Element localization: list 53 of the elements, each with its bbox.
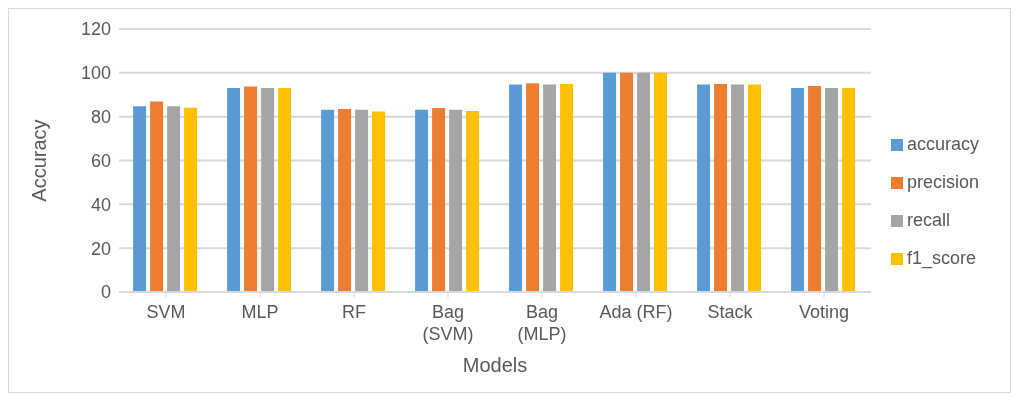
bar	[466, 110, 480, 292]
bar	[509, 84, 523, 292]
bar	[338, 109, 352, 292]
bar	[620, 72, 634, 292]
bar	[415, 109, 429, 292]
bar	[321, 109, 335, 292]
bar	[825, 87, 839, 292]
legend-label: recall	[906, 209, 950, 230]
x-tick-label: MLP	[241, 302, 279, 322]
bar	[133, 106, 147, 292]
y-tick-label: 0	[100, 282, 111, 303]
bar	[372, 111, 386, 292]
bar	[697, 84, 711, 292]
y-tick-label: 60	[90, 150, 111, 171]
bar	[714, 84, 728, 292]
bar	[526, 83, 540, 292]
y-axis-title: Accuracy	[28, 119, 51, 202]
bar	[432, 108, 446, 292]
x-tick-label: Stack	[707, 302, 754, 322]
bar	[261, 87, 275, 292]
x-tick-label: RF	[341, 302, 366, 322]
bar	[654, 72, 668, 292]
bar	[167, 106, 181, 292]
bar	[184, 107, 198, 292]
y-tick-label: 100	[80, 63, 111, 84]
bar	[449, 109, 463, 292]
bar	[808, 85, 822, 292]
x-tick-label: Ada (RF)	[599, 302, 673, 322]
bar	[227, 87, 241, 292]
bar	[278, 87, 292, 292]
bar	[244, 86, 258, 292]
y-tick-label: 20	[90, 238, 111, 259]
bar	[560, 84, 574, 292]
x-tick-label: Bag (MLP)	[517, 302, 567, 344]
bar	[842, 87, 856, 292]
x-tick-label: Bag (SVM)	[422, 302, 474, 344]
bar	[748, 84, 762, 292]
legend-label: precision	[906, 171, 979, 192]
legend-label: f1_score	[906, 247, 976, 268]
x-axis-title: Models	[462, 354, 528, 376]
legend-label: accuracy	[906, 133, 979, 154]
bar	[603, 72, 617, 292]
bar	[150, 101, 164, 292]
bar	[543, 84, 557, 292]
x-tick-label: Voting	[798, 302, 849, 322]
y-tick-label: 40	[90, 194, 111, 215]
bar	[791, 87, 805, 292]
bar	[355, 109, 369, 292]
x-tick-label: SVM	[146, 302, 186, 322]
bar	[731, 84, 745, 292]
bar	[637, 72, 651, 292]
y-tick-label: 120	[80, 19, 111, 40]
y-tick-label: 80	[90, 107, 111, 128]
